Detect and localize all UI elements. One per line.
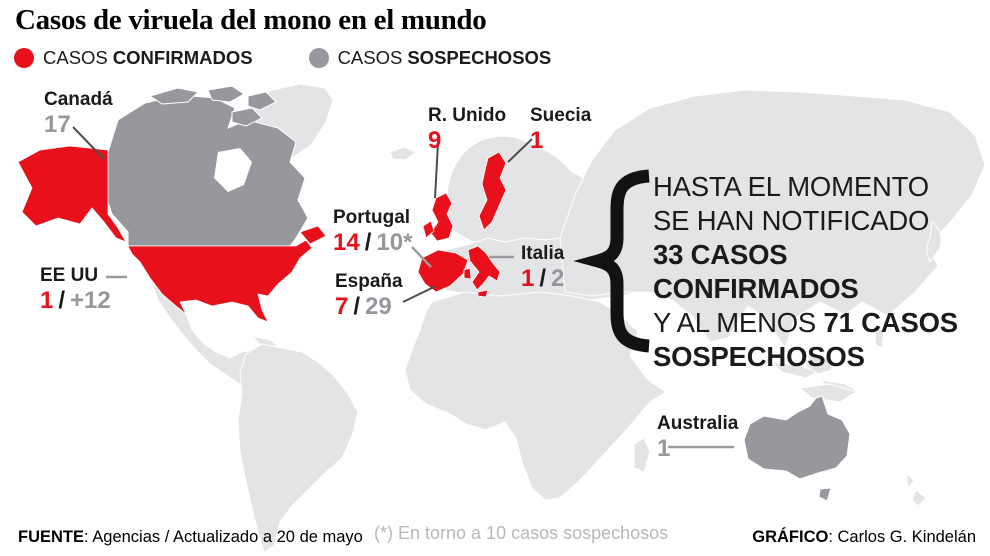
legend-suspected-label: SOSPECHOSOS <box>407 47 552 68</box>
map-region-borneo <box>805 355 833 375</box>
country-name: España <box>335 271 403 292</box>
legend-suspected-prefix: CASOS <box>337 47 403 68</box>
suspected-count: 10* <box>376 228 413 256</box>
map-region-asia <box>559 89 986 350</box>
map-region-japan <box>926 221 942 263</box>
label-canada: Canadá 17 <box>44 90 113 137</box>
country-name: Portugal <box>333 207 411 228</box>
label-australia: Australia 1 <box>657 414 738 461</box>
credit-label: GRÁFICO <box>752 528 829 546</box>
map-region-cuba <box>250 335 280 347</box>
country-values: 1 <box>657 436 738 461</box>
footnote: (*) En torno a 10 casos sospechosos <box>374 523 669 543</box>
map-region-alaska <box>17 145 127 243</box>
country-values: 14/10* <box>333 230 412 255</box>
confirmed-count: 7 <box>335 292 349 320</box>
confirmed-count: 9 <box>428 126 442 154</box>
label-italia: Italia 1/2 <box>521 244 564 291</box>
map-region-new-guinea <box>798 383 858 403</box>
confirmed-dot-icon <box>14 48 34 68</box>
value-separator: / <box>364 228 372 256</box>
country-name: Canadá <box>44 89 113 110</box>
value-separator: / <box>539 264 547 292</box>
country-values: 1/+12 <box>40 288 111 313</box>
hudson-bay <box>214 148 252 192</box>
map-region-iceland <box>389 146 416 161</box>
map-region-philippines <box>874 327 885 349</box>
leader-runido <box>434 142 439 199</box>
map-region-usa <box>127 239 313 323</box>
map-region-canada-arctic-islands <box>148 85 277 127</box>
graphic-credit: GRÁFICO: Carlos G. Kindelán <box>752 528 976 547</box>
page-title: Casos de viruela del mono en el mundo <box>15 4 487 36</box>
source-label: FUENTE <box>18 528 84 546</box>
leader-portugal <box>411 246 432 268</box>
country-values: 7/29 <box>335 294 403 319</box>
confirmed-count: 14 <box>333 228 360 256</box>
callout-line1: HASTA EL MOMENTO <box>653 171 929 202</box>
leader-suecia <box>507 138 533 163</box>
brace-icon <box>573 169 650 353</box>
map-region-tasmania <box>818 487 832 502</box>
leader-espana <box>402 285 437 303</box>
map-region-australia <box>743 395 851 480</box>
summary-callout: HASTA EL MOMENTO SE HAN NOTIFICADO 33 CA… <box>653 170 990 374</box>
source-credit: FUENTE: Agencias / Actualizado a 20 de m… <box>18 528 363 547</box>
map-region-sardinia <box>463 267 472 280</box>
callout-line3: 33 CASOS CONFIRMADOS <box>653 239 859 304</box>
callout-line4-regular: Y AL MENOS <box>653 307 824 338</box>
callout-line4: Y AL MENOS 71 CASOS <box>653 306 990 340</box>
map-region-sicily <box>477 289 489 298</box>
map-region-uk <box>430 192 454 242</box>
callout-line4-bold: 71 CASOS <box>823 307 959 338</box>
country-values: 9 <box>428 128 506 153</box>
legend-confirmed-prefix: CASOS <box>43 47 108 68</box>
suspected-count: +12 <box>70 286 111 314</box>
source-text: : Agencias / Actualizado a 20 de mayo <box>84 528 363 546</box>
map-region-new-zealand <box>905 472 927 507</box>
legend: CASOS CONFIRMADOS CASOS SOSPECHOSOS <box>14 47 551 69</box>
value-separator: / <box>353 292 361 320</box>
legend-item-confirmed: CASOS CONFIRMADOS <box>14 47 253 69</box>
credit-text: : Carlos G. Kindelán <box>828 528 976 546</box>
country-name: Italia <box>521 243 565 264</box>
suspected-count: 2 <box>551 264 565 292</box>
country-values: 1 <box>530 128 591 153</box>
label-espana: España 7/29 <box>335 272 403 319</box>
callout-line5: SOSPECHOSOS <box>653 341 865 372</box>
leader-canada <box>72 126 105 160</box>
suspected-dot-icon <box>308 48 329 68</box>
country-values: 1/2 <box>521 266 564 291</box>
map-region-ireland <box>422 220 435 239</box>
callout-line2: SE HAN NOTIFICADO <box>653 205 930 236</box>
legend-item-suspected: CASOS SOSPECHOSOS <box>308 47 552 69</box>
suspected-count: 29 <box>365 292 392 320</box>
suspected-count: 17 <box>44 110 71 138</box>
map-region-usa-northeast <box>299 225 327 245</box>
label-runido: R. Unido 9 <box>428 106 506 153</box>
map-region-south-america <box>237 343 359 553</box>
suspected-count: 1 <box>657 434 671 462</box>
confirmed-count: 1 <box>530 126 544 154</box>
value-separator: / <box>58 286 66 314</box>
map-region-indonesia <box>770 361 820 379</box>
label-suecia: Suecia 1 <box>530 106 591 153</box>
country-name: R. Unido <box>428 105 507 126</box>
label-eeuu: EE UU 1/+12 <box>40 266 111 313</box>
map-region-africa <box>404 291 667 501</box>
map-region-spain-portugal <box>417 249 469 293</box>
country-name: Suecia <box>530 105 592 126</box>
confirmed-count: 1 <box>40 286 54 314</box>
country-values: 17 <box>44 112 113 137</box>
map-region-sweden <box>478 151 507 231</box>
confirmed-count: 1 <box>521 264 535 292</box>
country-name: EE UU <box>40 265 99 286</box>
legend-confirmed-label: CONFIRMADOS <box>112 47 253 68</box>
map-region-italy <box>467 245 501 291</box>
country-name: Australia <box>657 413 739 434</box>
map-region-madagascar <box>633 437 651 473</box>
label-portugal: Portugal 14/10* <box>333 208 412 255</box>
